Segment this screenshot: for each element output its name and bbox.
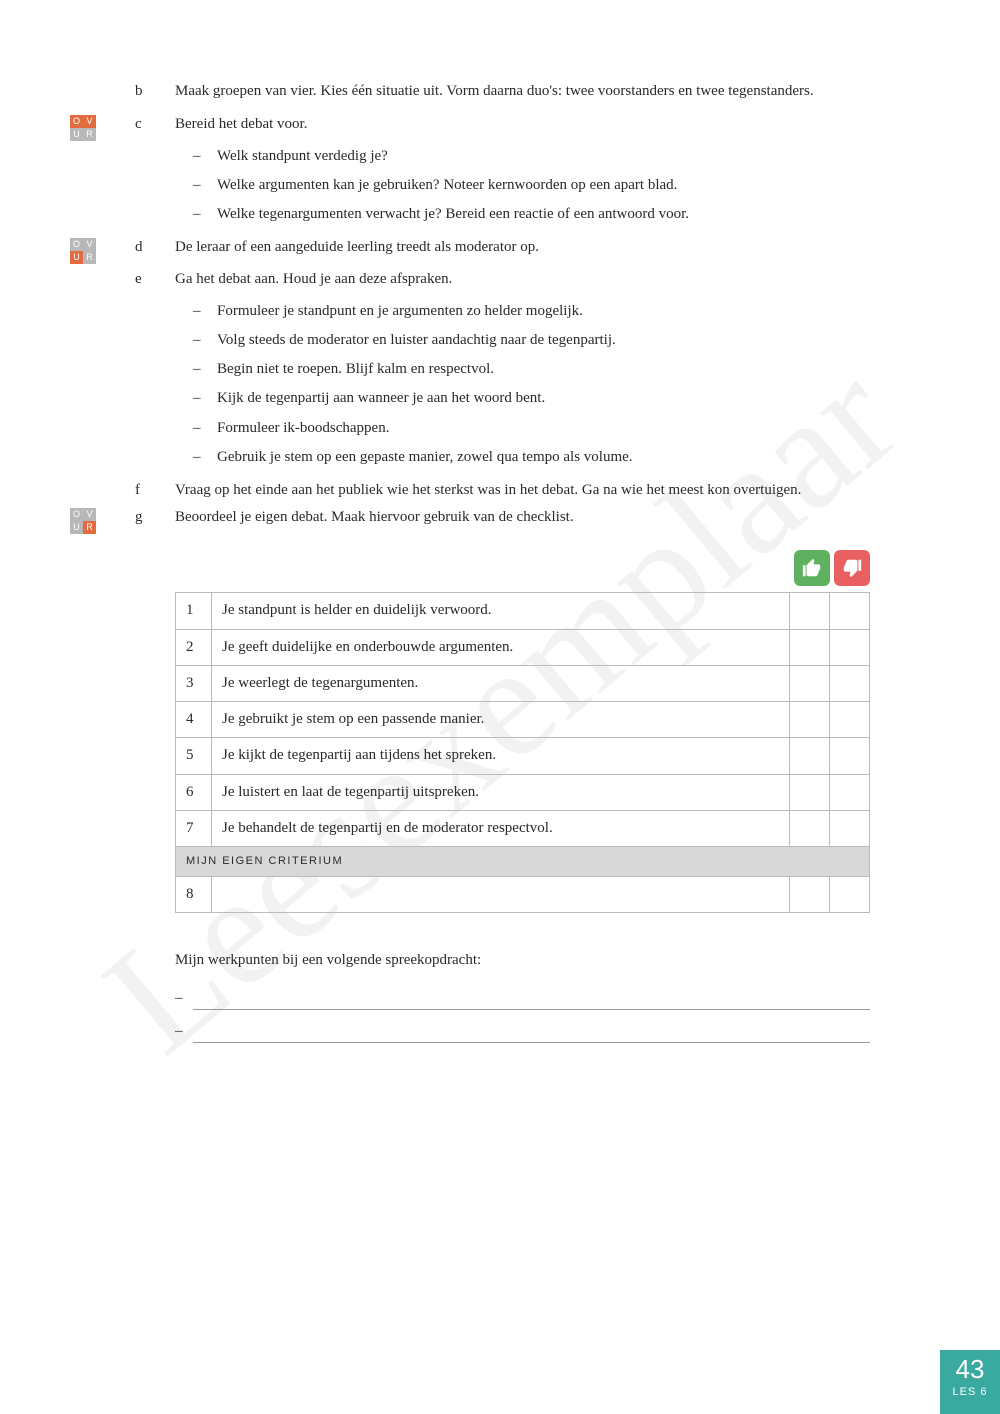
check-cell-up[interactable] [790,877,830,913]
bullet-item: –Welke argumenten kan je gebruiken? Note… [175,174,870,197]
bullet-item: –Gebruik je stem op een gepaste manier, … [175,446,870,469]
checklist-table: 1Je standpunt is helder en duidelijk ver… [175,592,870,913]
list-item: e Ga het debat aan. Houd je aan deze afs… [70,268,870,475]
item-text: Bereid het debat voor. [175,113,870,136]
bullet-text: Welke tegenargumenten verwacht je? Berei… [217,203,689,226]
bullet-text: Formuleer je standpunt en je argumenten … [217,300,583,323]
check-cell-up[interactable] [790,629,830,665]
check-cell-down[interactable] [830,738,870,774]
row-number: 2 [176,629,212,665]
bullet-item: –Kijk de tegenpartij aan wanneer je aan … [175,387,870,410]
bullet-item: –Welk standpunt verdedig je? [175,145,870,168]
row-number: 8 [176,877,212,913]
workpoints-section: Mijn werkpunten bij een volgende spreeko… [175,949,870,1043]
row-text[interactable] [212,877,790,913]
bullet-text: Formuleer ik-boodschappen. [217,417,389,440]
item-letter: e [135,268,175,475]
row-text: Je gebruikt je stem op een passende mani… [212,702,790,738]
workpoints-title: Mijn werkpunten bij een volgende spreeko… [175,949,870,972]
check-cell-down[interactable] [830,629,870,665]
item-text: Ga het debat aan. Houd je aan deze afspr… [175,268,870,291]
bullet-item: –Begin niet te roepen. Blijf kalm en res… [175,358,870,381]
bullet-item: –Formuleer ik-boodschappen. [175,417,870,440]
item-text: Maak groepen van vier. Kies één situatie… [175,80,870,103]
row-text: Je kijkt de tegenpartij aan tijdens het … [212,738,790,774]
page-number: 43 [940,1356,1000,1382]
table-row: 7Je behandelt de tegenpartij en de moder… [176,810,870,846]
row-text: Je geeft duidelijke en onderbouwde argum… [212,629,790,665]
row-text: Je weerlegt de tegenargumenten. [212,665,790,701]
check-cell-up[interactable] [790,774,830,810]
row-number: 1 [176,593,212,629]
list-item: b Maak groepen van vier. Kies één situat… [70,80,870,103]
bullet-item: –Welke tegenargumenten verwacht je? Bere… [175,203,870,226]
own-criterium-label: MIJN EIGEN CRITERIUM [176,847,870,877]
ovur-badge: OV UR [70,508,96,534]
bullet-text: Volg steeds de moderator en luister aand… [217,329,616,352]
ovur-badge: OV UR [70,115,96,141]
bullet-text: Kijk de tegenpartij aan wanneer je aan h… [217,387,545,410]
row-number: 3 [176,665,212,701]
check-cell-up[interactable] [790,810,830,846]
check-cell-down[interactable] [830,702,870,738]
bullet-item: –Volg steeds de moderator en luister aan… [175,329,870,352]
item-letter: d [135,236,175,264]
lesson-label: LES 6 [940,1384,1000,1401]
thumb-up-icon [794,550,830,586]
own-criterium-header: MIJN EIGEN CRITERIUM [176,847,870,877]
check-cell-up[interactable] [790,738,830,774]
check-cell-down[interactable] [830,877,870,913]
bullet-item: –Formuleer je standpunt en je argumenten… [175,300,870,323]
item-letter: f [135,479,175,502]
item-letter: c [135,113,175,232]
row-text: Je behandelt de tegenpartij en de modera… [212,810,790,846]
table-row: 8 [176,877,870,913]
table-row: 4Je gebruikt je stem op een passende man… [176,702,870,738]
table-row: 5Je kijkt de tegenpartij aan tijdens het… [176,738,870,774]
thumb-down-icon [834,550,870,586]
check-cell-down[interactable] [830,665,870,701]
page-content: b Maak groepen van vier. Kies één situat… [0,0,1000,1113]
check-cell-down[interactable] [830,593,870,629]
list-item: f Vraag op het einde aan het publiek wie… [70,479,870,502]
check-cell-up[interactable] [790,593,830,629]
list-item: OV UR c Bereid het debat voor. –Welk sta… [70,113,870,232]
table-row: 6Je luistert en laat de tegenpartij uits… [176,774,870,810]
check-cell-down[interactable] [830,810,870,846]
page-footer: 43 LES 6 [940,1350,1000,1414]
list-item: OV UR d De leraar of een aangeduide leer… [70,236,870,264]
row-number: 6 [176,774,212,810]
check-cell-up[interactable] [790,702,830,738]
checklist-section: 1Je standpunt is helder en duidelijk ver… [175,550,870,913]
list-item: OV UR g Beoordeel je eigen debat. Maak h… [70,506,870,534]
table-row: 2Je geeft duidelijke en onderbouwde argu… [176,629,870,665]
item-text: Vraag op het einde aan het publiek wie h… [175,479,870,502]
item-text: De leraar of een aangeduide leerling tre… [175,236,870,264]
item-text: Beoordeel je eigen debat. Maak hiervoor … [175,506,870,534]
table-row: 1Je standpunt is helder en duidelijk ver… [176,593,870,629]
check-cell-down[interactable] [830,774,870,810]
fill-line[interactable]: – [175,987,870,1010]
fill-line[interactable]: – [175,1020,870,1043]
bullet-text: Welke argumenten kan je gebruiken? Notee… [217,174,677,197]
bullet-text: Gebruik je stem op een gepaste manier, z… [217,446,633,469]
row-text: Je standpunt is helder en duidelijk verw… [212,593,790,629]
item-letter: g [135,506,175,534]
table-row: 3Je weerlegt de tegenargumenten. [176,665,870,701]
row-number: 5 [176,738,212,774]
bullet-text: Welk standpunt verdedig je? [217,145,388,168]
row-number: 7 [176,810,212,846]
item-letter: b [135,80,175,103]
row-text: Je luistert en laat de tegenpartij uitsp… [212,774,790,810]
bullet-text: Begin niet te roepen. Blijf kalm en resp… [217,358,494,381]
ovur-badge: OV UR [70,238,96,264]
check-cell-up[interactable] [790,665,830,701]
row-number: 4 [176,702,212,738]
